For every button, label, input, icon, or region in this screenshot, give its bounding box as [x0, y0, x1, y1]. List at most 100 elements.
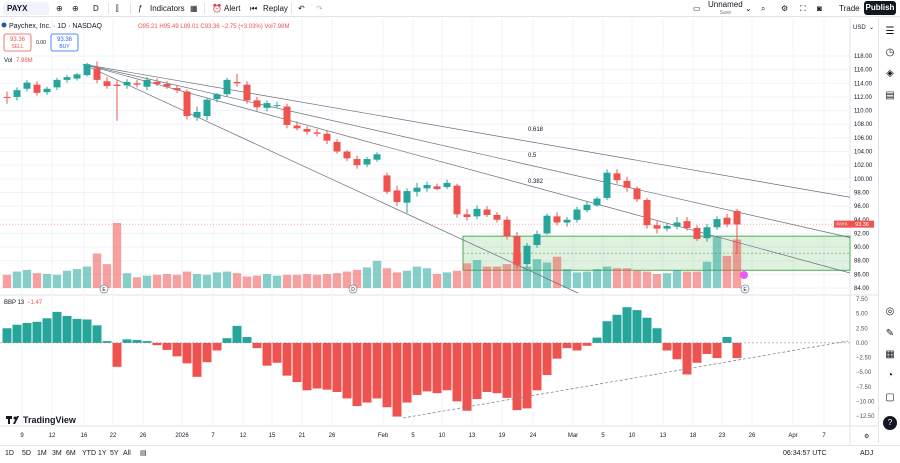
price-tick-label: 86.00: [854, 272, 870, 278]
dividend-marker-label: D: [351, 287, 355, 293]
bbp-bar: [582, 342, 592, 346]
indicators-button[interactable]: Indicators: [150, 4, 185, 13]
bbp-trendline[interactable]: [402, 340, 849, 419]
candle-body: [433, 186, 441, 190]
range-button-1d[interactable]: 1D: [5, 450, 14, 457]
clock[interactable]: 06:34:57 UTC: [783, 450, 827, 457]
bbp-tick-label: −5.00: [856, 370, 872, 376]
compare-icon[interactable]: ⊕: [72, 4, 79, 13]
alert-icon: ⏰: [212, 4, 222, 13]
ideas-icon[interactable]: ✎: [885, 328, 895, 339]
candle-body: [3, 96, 11, 98]
range-button-ytd[interactable]: YTD: [82, 450, 96, 457]
time-axis-settings-icon[interactable]: ⚙: [864, 433, 869, 440]
time-tick-label: 12: [49, 433, 56, 439]
settings-icon[interactable]: ⚙: [781, 4, 789, 13]
candle-body: [23, 82, 31, 89]
alerts-clock-icon[interactable]: ◷: [885, 47, 895, 58]
bbp-bar: [322, 342, 332, 390]
symbol-search[interactable]: PAYX: [3, 2, 49, 15]
time-tick-label: Mar: [568, 433, 578, 439]
volume-bar: [202, 274, 212, 288]
volume-bar: [132, 277, 142, 288]
candle-body: [643, 199, 651, 226]
range-button-1y[interactable]: 1Y: [98, 450, 107, 457]
bbp-tick-label: −7.50: [856, 385, 872, 391]
volume-bar: [632, 270, 642, 288]
candle-body: [523, 245, 531, 265]
quick-search-icon[interactable]: ⌕: [761, 4, 766, 13]
templates-icon[interactable]: ▦: [190, 4, 198, 13]
layout-icon[interactable]: ▭: [693, 4, 701, 13]
undo-icon[interactable]: ↶: [298, 4, 305, 13]
chart-type-icon[interactable]: ⫿: [116, 4, 119, 13]
price-tick-label: 100.00: [854, 177, 873, 183]
fullscreen-icon[interactable]: ⛶: [800, 4, 806, 13]
watchlist-icon[interactable]: ☰: [885, 26, 895, 37]
calendar-icon[interactable]: ▦: [885, 349, 895, 360]
range-button-all[interactable]: All: [123, 450, 131, 457]
buy-button[interactable]: 93.36 BUY: [50, 33, 79, 52]
alert-button[interactable]: Alert: [224, 4, 241, 13]
earnings-marker-2[interactable]: E: [740, 284, 750, 294]
camera-icon[interactable]: ◙: [817, 4, 822, 13]
time-tick-label: 23: [719, 433, 726, 439]
candle-body: [623, 180, 631, 188]
range-button-5y[interactable]: 5Y: [110, 450, 119, 457]
range-button-1m[interactable]: 1M: [37, 450, 47, 457]
logo-text: TradingView: [23, 415, 77, 425]
adjustment-toggle[interactable]: ADJ: [860, 450, 874, 457]
currency-chevron-icon[interactable]: ⌄: [869, 25, 874, 31]
fib-label-0618: 0.618: [528, 127, 544, 133]
candle-body: [423, 184, 431, 189]
sell-button[interactable]: 93.36 SELL: [3, 33, 32, 52]
time-axis[interactable]: 9 12 16 22 26 2026 7 12 15 21 26 Feb 5 10 13 19 24 Mar 5 10…: [20, 433, 826, 439]
volume-bar: [502, 264, 512, 288]
price-axis[interactable]: 118.00 116.00 114.00 112.00 110.00 108.00 106.…: [854, 54, 873, 292]
redo-icon[interactable]: ↷: [316, 4, 323, 13]
bell-icon[interactable]: ◔: [886, 370, 894, 381]
buy-label: BUY: [59, 44, 70, 50]
trade-button[interactable]: Trade: [839, 4, 860, 13]
bbp-bar: [712, 342, 722, 359]
earnings-marker[interactable]: E: [99, 284, 109, 294]
price-tick-label: 88.00: [854, 259, 870, 265]
layout-name[interactable]: Unnamed Save: [708, 0, 743, 17]
fibonacci-fan[interactable]: [82, 63, 851, 294]
volume-bar: [392, 272, 402, 288]
volume-bar: [82, 266, 92, 288]
bbp-bar: [282, 342, 292, 376]
volume-bar: [352, 269, 362, 288]
volume-bar: [142, 275, 152, 288]
dividend-marker[interactable]: D: [348, 284, 358, 294]
chart-area[interactable]: Paychex, Inc. · 1D · NASDAQ O95.21 H95.4…: [0, 18, 878, 445]
range-button-6m[interactable]: 6M: [66, 450, 76, 457]
date-range-icon[interactable]: ▤: [140, 450, 147, 457]
range-button-3m[interactable]: 3M: [52, 450, 62, 457]
layers-icon[interactable]: ◈: [886, 68, 894, 79]
target-icon[interactable]: ◎: [885, 306, 895, 317]
add-symbol-icon[interactable]: ⊕: [56, 4, 63, 13]
publish-button[interactable]: Publish: [864, 1, 896, 15]
layout-chevron-icon[interactable]: ⌄: [745, 4, 752, 13]
interval-button[interactable]: D: [93, 4, 99, 13]
candle-body: [233, 81, 241, 84]
bbp-bar: [612, 314, 622, 343]
bbp-bar: [182, 342, 192, 364]
bbp-bar: [592, 337, 602, 343]
candle-body: [363, 159, 371, 165]
bbp-bar: [622, 307, 632, 343]
bbp-axis[interactable]: 7.50 5.00 2.50 0.00 −2.50 −5.00 −7.50 −10.00 −12…: [856, 297, 875, 420]
replay-button[interactable]: Replay: [263, 4, 288, 13]
chat-icon[interactable]: ▢: [885, 392, 895, 403]
range-button-5d[interactable]: 5D: [22, 450, 31, 457]
news-icon[interactable]: ▤: [885, 90, 895, 101]
currency-label[interactable]: USD: [853, 25, 866, 31]
volume-legend-label: Vol: [4, 58, 12, 64]
bbp-bar: [662, 342, 672, 351]
bbp-bar: [522, 342, 532, 409]
alert-marker-icon[interactable]: [740, 271, 748, 279]
bbp-bar: [422, 342, 432, 392]
help-icon[interactable]: ?: [883, 416, 897, 430]
volume-bar: [712, 236, 722, 288]
